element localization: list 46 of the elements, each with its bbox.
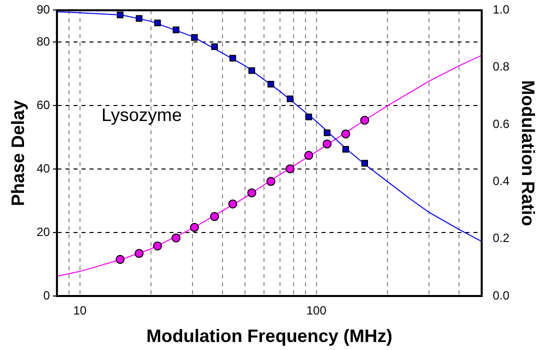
point [172,26,180,34]
y2-tick-label: 0.4 [492,174,510,188]
point [134,248,144,258]
x-tick-label: 100 [306,304,327,318]
point [247,188,256,198]
x-axis-title: Modulation Frequency (MHz) [146,326,392,346]
point [286,164,295,174]
point [360,116,370,125]
point [153,241,162,250]
annotation: Lysozyme [102,104,182,125]
y2-tick-label: 0.6 [492,116,510,131]
y-tick-label: 90 [36,2,50,17]
point [268,80,274,88]
y2-axis-title: Modulation Ratio [518,80,538,226]
point [286,95,294,102]
point [248,67,256,74]
point [304,150,314,160]
y-axis-title: Phase Delay [8,100,28,206]
point [324,129,330,136]
point [305,114,312,120]
point [322,139,332,148]
point [116,254,125,264]
y-tick-label: 60 [36,98,50,112]
point [229,54,236,62]
point [172,233,181,242]
y-tick-label: 0 [43,288,50,302]
x-tick-label: 10 [73,304,87,318]
y-tick-label: 80 [36,34,50,48]
point [228,199,238,208]
point [341,129,350,138]
point [361,160,368,167]
y-tick-label: 20 [36,224,50,239]
point [154,20,161,26]
point [211,43,218,50]
point [191,34,198,41]
point [342,146,350,153]
y2-tick-label: 0.8 [492,60,510,74]
point [210,212,220,222]
y-tick-label: 40 [36,161,50,176]
y2-tick-label: 1.0 [492,2,510,17]
point [190,222,199,232]
y2-tick-label: 0.2 [492,231,510,246]
y2-tick-label: 0.0 [492,288,510,302]
point [136,15,142,22]
point [266,176,276,186]
point [116,12,124,18]
